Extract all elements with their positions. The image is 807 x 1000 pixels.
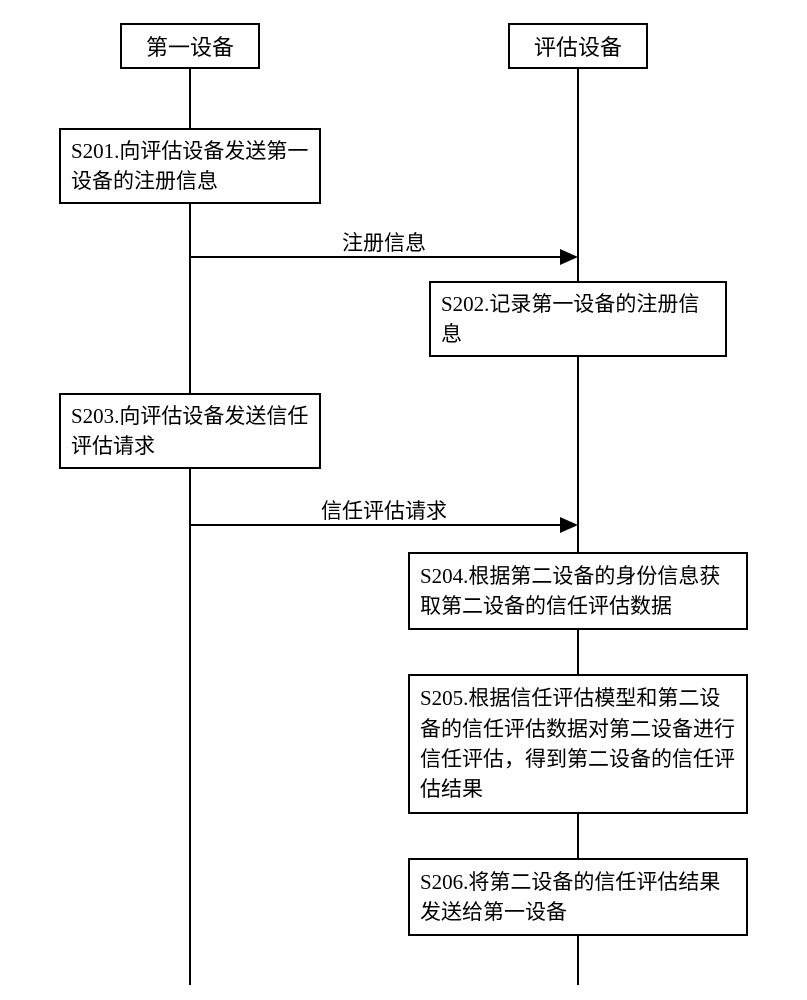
lifeline-label: 第一设备 <box>146 30 234 62</box>
step-box-s202: S202.记录第一设备的注册信息 <box>429 281 727 357</box>
step-text: S202.记录第一设备的注册信息 <box>441 289 715 350</box>
step-box-s201: S201.向评估设备发送第一设备的注册信息 <box>59 128 321 204</box>
message-label-msg1: 注册信息 <box>190 227 578 257</box>
lifeline-header-eval-device: 评估设备 <box>508 23 648 69</box>
lifeline-header-first-device: 第一设备 <box>120 23 260 69</box>
step-text: S204.根据第二设备的身份信息获取第二设备的信任评估数据 <box>420 561 736 622</box>
step-text: S206.将第二设备的信任评估结果发送给第一设备 <box>420 867 736 928</box>
step-box-s206: S206.将第二设备的信任评估结果发送给第一设备 <box>408 858 748 936</box>
message-label-msg2: 信任评估请求 <box>190 495 578 525</box>
sequence-diagram: 第一设备 评估设备注册信息信任评估请求 S201.向评估设备发送第一设备的注册信息 S… <box>0 0 807 1000</box>
step-text: S205.根据信任评估模型和第二设备的信任评估数据对第二设备进行信任评估，得到第… <box>420 683 736 805</box>
step-box-s203: S203.向评估设备发送信任评估请求 <box>59 393 321 469</box>
lifeline-label: 评估设备 <box>534 30 622 62</box>
step-text: S201.向评估设备发送第一设备的注册信息 <box>71 136 309 197</box>
step-box-s205: S205.根据信任评估模型和第二设备的信任评估数据对第二设备进行信任评估，得到第… <box>408 674 748 814</box>
lifeline-first-device <box>189 69 191 985</box>
step-text: S203.向评估设备发送信任评估请求 <box>71 401 309 462</box>
step-box-s204: S204.根据第二设备的身份信息获取第二设备的信任评估数据 <box>408 552 748 630</box>
